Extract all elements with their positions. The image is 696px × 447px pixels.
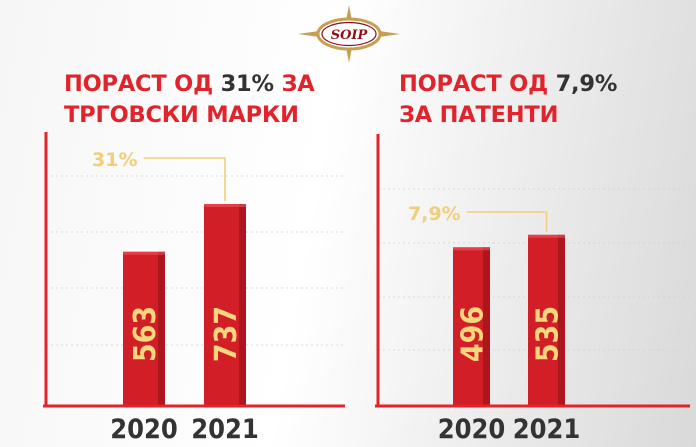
- bar-value-label: 535: [531, 306, 566, 362]
- x-tick-labels: 2020 2021: [110, 414, 259, 445]
- growth-annotation: 31%: [92, 149, 226, 202]
- axes: [375, 134, 690, 408]
- growth-label: 7,9%: [408, 203, 461, 225]
- bar-shade: [239, 204, 246, 406]
- growth-label: 31%: [92, 149, 137, 171]
- bar-highlight: [204, 204, 246, 208]
- logo-text: SOIP: [331, 28, 369, 43]
- title-percent: 7,9%: [555, 71, 618, 97]
- chart-title-trademarks: ПОРАСТ ОД 31% ЗА ТРГОВСКИ МАРКИ: [64, 69, 315, 131]
- soip-logo: SOIP: [298, 5, 400, 63]
- x-tick-label: 2020: [438, 414, 506, 445]
- bar-highlight: [123, 251, 165, 255]
- title-suffix: ЗА: [273, 71, 315, 97]
- bar-shade: [558, 234, 565, 406]
- x-tick-label: 2021: [513, 414, 581, 445]
- title-prefix: ПОРАСТ ОД: [64, 71, 221, 97]
- x-tick-label: 2020: [110, 414, 178, 445]
- bars: 496 535: [453, 234, 566, 406]
- growth-bracket: [466, 211, 548, 232]
- growth-bracket: [143, 157, 226, 202]
- growth-annotation: 7,9%: [408, 203, 548, 232]
- x-tick-labels: 2020 2021: [438, 414, 581, 445]
- bar-highlight: [453, 247, 490, 251]
- title-line2: ТРГОВСКИ МАРКИ: [64, 102, 299, 128]
- title-line2: ЗА ПАТЕНТИ: [399, 102, 559, 128]
- title-prefix: ПОРАСТ ОД: [399, 71, 556, 97]
- x-tick-label: 2021: [191, 414, 259, 445]
- bar-shade: [158, 251, 165, 406]
- bar-shade: [483, 247, 490, 406]
- bar-value-label: 496: [456, 306, 491, 362]
- axes: [43, 132, 345, 408]
- bars: 563 737: [123, 204, 246, 406]
- bar-value-label: 563: [128, 306, 163, 362]
- title-percent: 31%: [220, 71, 274, 97]
- chart-title-patents: ПОРАСТ ОД 7,9% ЗА ПАТЕНТИ: [399, 69, 617, 131]
- bar-value-label: 737: [209, 306, 244, 362]
- bar-highlight: [528, 234, 565, 238]
